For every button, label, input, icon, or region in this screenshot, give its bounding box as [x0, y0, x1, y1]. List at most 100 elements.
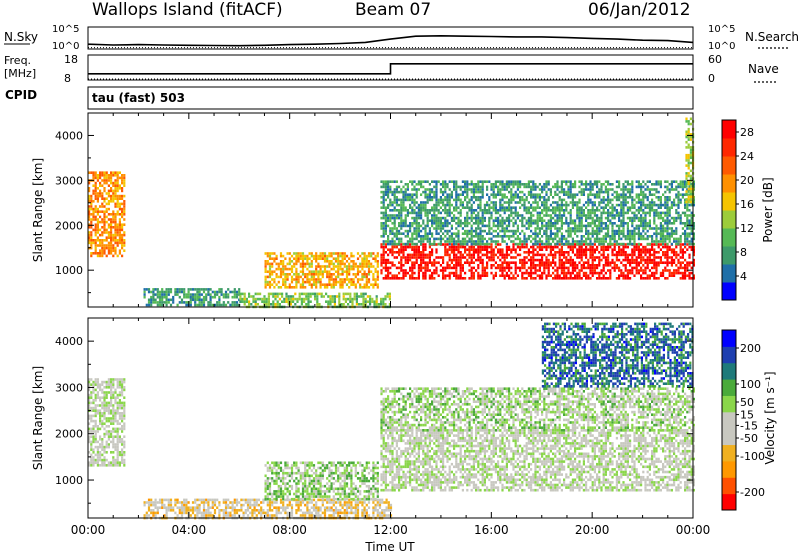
heatmap-cell — [428, 245, 431, 249]
heatmap-cell — [446, 266, 449, 270]
heatmap-cell — [382, 232, 385, 235]
heatmap-cell — [315, 280, 318, 284]
heatmap-cell — [103, 187, 106, 190]
heatmap-cell — [554, 222, 557, 225]
heatmap-cell — [114, 239, 117, 242]
heatmap-cell — [585, 271, 588, 275]
heatmap-cell — [530, 211, 533, 215]
heatmap-cell — [508, 248, 511, 251]
heatmap-cell — [479, 242, 482, 246]
heatmap-cell — [426, 219, 429, 222]
heatmap-cell — [637, 209, 640, 212]
heatmap-cell — [301, 270, 305, 273]
heatmap-cell — [479, 251, 482, 254]
heatmap-cell — [395, 277, 398, 280]
heatmap-cell — [367, 252, 371, 255]
heatmap-cell — [461, 266, 464, 270]
heatmap-cell — [631, 261, 634, 264]
heatmap-cell — [536, 216, 539, 220]
heatmap-cell — [659, 201, 662, 204]
heatmap-cell — [420, 224, 423, 228]
heatmap-cell — [516, 214, 519, 217]
heatmap-cell — [321, 275, 324, 279]
heatmap-cell — [593, 193, 596, 196]
heatmap-cell — [530, 240, 533, 243]
heatmap-cell — [685, 200, 688, 204]
heatmap-cell — [653, 264, 656, 267]
heatmap-cell — [687, 182, 690, 186]
heatmap-cell — [466, 193, 469, 196]
heatmap-cell — [422, 222, 425, 225]
heatmap-cell — [372, 275, 375, 279]
heatmap-cell — [442, 193, 445, 196]
heatmap-cell — [670, 185, 673, 189]
heatmap-cell — [105, 202, 108, 206]
heatmap-cell — [424, 264, 427, 267]
heatmap-cell — [384, 180, 387, 183]
heatmap-cell — [446, 253, 449, 257]
heatmap-cell — [598, 229, 601, 233]
heatmap-cell — [373, 303, 376, 306]
heatmap-cell — [497, 209, 500, 212]
heatmap-cell — [673, 222, 676, 225]
heatmap-cell — [372, 273, 375, 276]
heatmap-cell — [534, 193, 537, 196]
heatmap-cell — [560, 269, 563, 272]
heatmap-cell — [387, 258, 390, 262]
heatmap-cell — [611, 193, 614, 196]
heatmap-cell — [477, 196, 480, 199]
heatmap-cell — [415, 224, 418, 228]
heatmap-cell — [642, 180, 645, 183]
heatmap-cell — [165, 298, 168, 302]
heatmap-cell — [675, 264, 678, 267]
heatmap-cell — [369, 300, 372, 303]
heatmap-cell — [435, 232, 438, 235]
heatmap-cell — [389, 180, 392, 183]
heatmap-cell — [466, 242, 469, 246]
heatmap-cell — [455, 242, 458, 246]
heatmap-cell — [88, 210, 91, 213]
heatmap-cell — [202, 290, 206, 294]
heatmap-cell — [538, 245, 541, 249]
heatmap-cell — [369, 303, 372, 306]
heatmap-cell — [549, 227, 552, 230]
heatmap-cell — [591, 206, 594, 209]
heatmap-cell — [402, 245, 405, 249]
heatmap-cell — [92, 174, 95, 177]
heatmap-cell — [88, 215, 91, 219]
heatmap-cell — [657, 198, 660, 202]
heatmap-cell — [424, 224, 427, 228]
heatmap-cell — [679, 245, 682, 249]
heatmap-cell — [305, 292, 308, 296]
heatmap-cell — [670, 183, 673, 186]
heatmap-cell — [464, 222, 467, 225]
heatmap-cell — [687, 130, 690, 134]
heatmap-cell — [202, 298, 206, 302]
heatmap-cell — [692, 253, 695, 257]
heatmap-cell — [297, 280, 300, 284]
heatmap-cell — [468, 240, 471, 243]
heatmap-cell — [569, 183, 572, 186]
heatmap-cell — [556, 229, 559, 233]
heatmap-cell — [384, 245, 387, 249]
heatmap-cell — [286, 275, 289, 279]
heatmap-cell — [503, 206, 506, 209]
heatmap-cell — [472, 242, 475, 246]
heatmap-cell — [121, 176, 124, 180]
heatmap-cell — [439, 198, 442, 202]
heatmap-cell — [519, 198, 522, 202]
heatmap-cell — [431, 261, 434, 264]
heatmap-cell — [681, 243, 684, 246]
heatmap-cell — [538, 240, 541, 243]
heatmap-cell — [90, 218, 93, 221]
heatmap-cell — [685, 172, 688, 175]
heatmap-cell — [600, 277, 603, 280]
heatmap-cell — [118, 220, 121, 224]
heatmap-cell — [589, 271, 592, 275]
heatmap-cell — [578, 271, 581, 275]
heatmap-cell — [510, 183, 513, 186]
heatmap-cell — [398, 266, 401, 270]
heatmap-cell — [677, 193, 680, 196]
heatmap-cell — [278, 292, 281, 296]
heatmap-cell — [308, 252, 311, 255]
